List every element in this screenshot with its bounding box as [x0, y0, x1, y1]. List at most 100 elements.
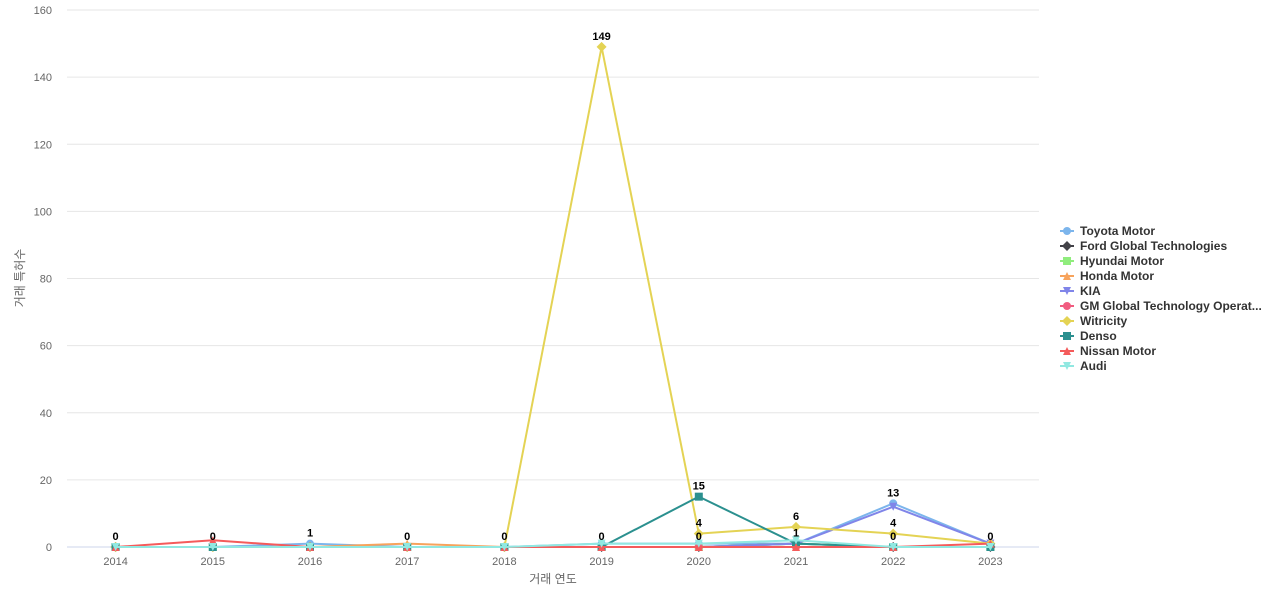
legend-label: Nissan Motor	[1080, 344, 1156, 358]
legend-label: KIA	[1080, 284, 1101, 298]
y-axis: 0 20 40 60 80 100 120 140 160	[34, 5, 52, 554]
x-tick-label: 2017	[395, 556, 419, 568]
legend-marker-icon[interactable]	[1063, 302, 1071, 310]
series-line[interactable]	[115, 539, 991, 548]
x-tick-label: 2021	[784, 556, 808, 568]
series-audi	[111, 536, 995, 551]
y-tick-label: 0	[46, 542, 52, 554]
y-tick-label: 60	[40, 341, 52, 353]
y-tick-label: 20	[40, 475, 52, 487]
data-label: 6	[793, 511, 799, 523]
legend-marker-icon[interactable]	[1063, 347, 1071, 355]
legend-marker-icon[interactable]	[1063, 227, 1071, 235]
series-witricity	[110, 41, 996, 552]
data-point-marker[interactable]	[306, 543, 314, 551]
data-label: 0	[501, 531, 507, 543]
series-line[interactable]	[115, 502, 991, 548]
legend-item[interactable]: Denso	[1060, 329, 1117, 343]
series-line[interactable]	[115, 45, 991, 548]
legend-item[interactable]: Witricity	[1060, 314, 1128, 328]
data-label: 4	[696, 518, 703, 530]
x-tick-label: 2018	[492, 556, 516, 568]
data-point-marker[interactable]	[694, 539, 703, 548]
x-tick-label: 2023	[978, 556, 1002, 568]
legend-marker-icon[interactable]	[1063, 272, 1071, 280]
legend-label: Honda Motor	[1080, 269, 1154, 283]
y-tick-label: 40	[40, 408, 52, 420]
y-tick-label: 80	[40, 274, 52, 286]
data-point-marker[interactable]	[791, 521, 801, 532]
data-point-marker[interactable]	[500, 543, 509, 551]
data-point-marker[interactable]	[888, 528, 899, 539]
data-point-marker[interactable]	[596, 41, 607, 52]
x-tick-label: 2022	[881, 556, 905, 568]
y-tick-label: 120	[34, 139, 52, 151]
x-tick-label: 2020	[687, 556, 711, 568]
data-label: 0	[890, 531, 896, 543]
legend-item[interactable]: Audi	[1060, 359, 1107, 373]
legend-label: Hyundai Motor	[1080, 254, 1164, 268]
y-tick-label: 140	[34, 72, 52, 84]
legend-item[interactable]: KIA	[1060, 284, 1101, 298]
series-kia	[111, 502, 995, 551]
data-point-marker[interactable]	[597, 539, 606, 548]
data-label: 0	[696, 531, 702, 543]
data-point-marker[interactable]	[694, 492, 703, 501]
data-label: 0	[113, 531, 119, 543]
legend-marker-icon[interactable]	[1063, 332, 1071, 340]
series-line[interactable]	[115, 495, 991, 548]
legend-marker-icon[interactable]	[1062, 241, 1072, 251]
series-group	[110, 41, 996, 552]
data-point-marker[interactable]	[111, 543, 120, 551]
x-tick-label: 2015	[201, 556, 225, 568]
legend-label: Denso	[1080, 329, 1117, 343]
legend-label: Audi	[1080, 359, 1107, 373]
legend-item[interactable]: Honda Motor	[1060, 269, 1154, 283]
legend-label: Witricity	[1080, 314, 1128, 328]
legend-item[interactable]: Nissan Motor	[1060, 344, 1156, 358]
data-point-marker[interactable]	[792, 543, 800, 551]
data-point-marker[interactable]	[208, 543, 217, 551]
series-line[interactable]	[115, 539, 991, 548]
legend-item[interactable]: Toyota Motor	[1060, 224, 1155, 238]
legend-marker-icon[interactable]	[1063, 257, 1071, 265]
legend-marker-icon[interactable]	[1062, 316, 1072, 326]
series-line[interactable]	[115, 505, 991, 548]
legend-label: Toyota Motor	[1080, 224, 1155, 238]
x-tick-label: 2014	[103, 556, 127, 568]
data-point-marker[interactable]	[693, 528, 704, 539]
data-label: 149	[592, 31, 610, 43]
legend-label: Ford Global Technologies	[1080, 239, 1227, 253]
data-point-marker[interactable]	[986, 543, 995, 551]
data-label: 0	[599, 531, 605, 543]
y-tick-label: 160	[34, 5, 52, 17]
data-label: 0	[987, 531, 993, 543]
legend-marker-icon[interactable]	[1063, 287, 1071, 295]
data-label: 15	[693, 481, 705, 493]
x-tick-label: 2019	[589, 556, 613, 568]
data-label: 13	[887, 487, 899, 499]
data-label: 4	[890, 518, 897, 530]
data-label: 1	[793, 528, 799, 540]
data-point-marker[interactable]	[403, 543, 412, 551]
series-nissan-motor	[111, 536, 995, 551]
y-tick-label: 100	[34, 206, 52, 218]
grid-lines	[67, 9, 1039, 548]
x-axis-title: 거래 연도	[529, 572, 577, 586]
x-tick-label: 2016	[298, 556, 322, 568]
data-label: 0	[210, 531, 216, 543]
data-label: 1	[307, 528, 313, 540]
legend-label: GM Global Technology Operat...	[1080, 299, 1262, 313]
data-point-marker[interactable]	[889, 543, 898, 551]
legend-item[interactable]: Hyundai Motor	[1060, 254, 1164, 268]
legend-marker-icon[interactable]	[1063, 362, 1071, 370]
data-point-marker[interactable]	[208, 536, 217, 545]
data-point-marker[interactable]	[792, 536, 800, 545]
data-label: 0	[404, 531, 410, 543]
legend-item[interactable]: Ford Global Technologies	[1060, 239, 1227, 253]
data-point-marker[interactable]	[889, 502, 898, 511]
legend-item[interactable]: GM Global Technology Operat...	[1060, 299, 1262, 313]
